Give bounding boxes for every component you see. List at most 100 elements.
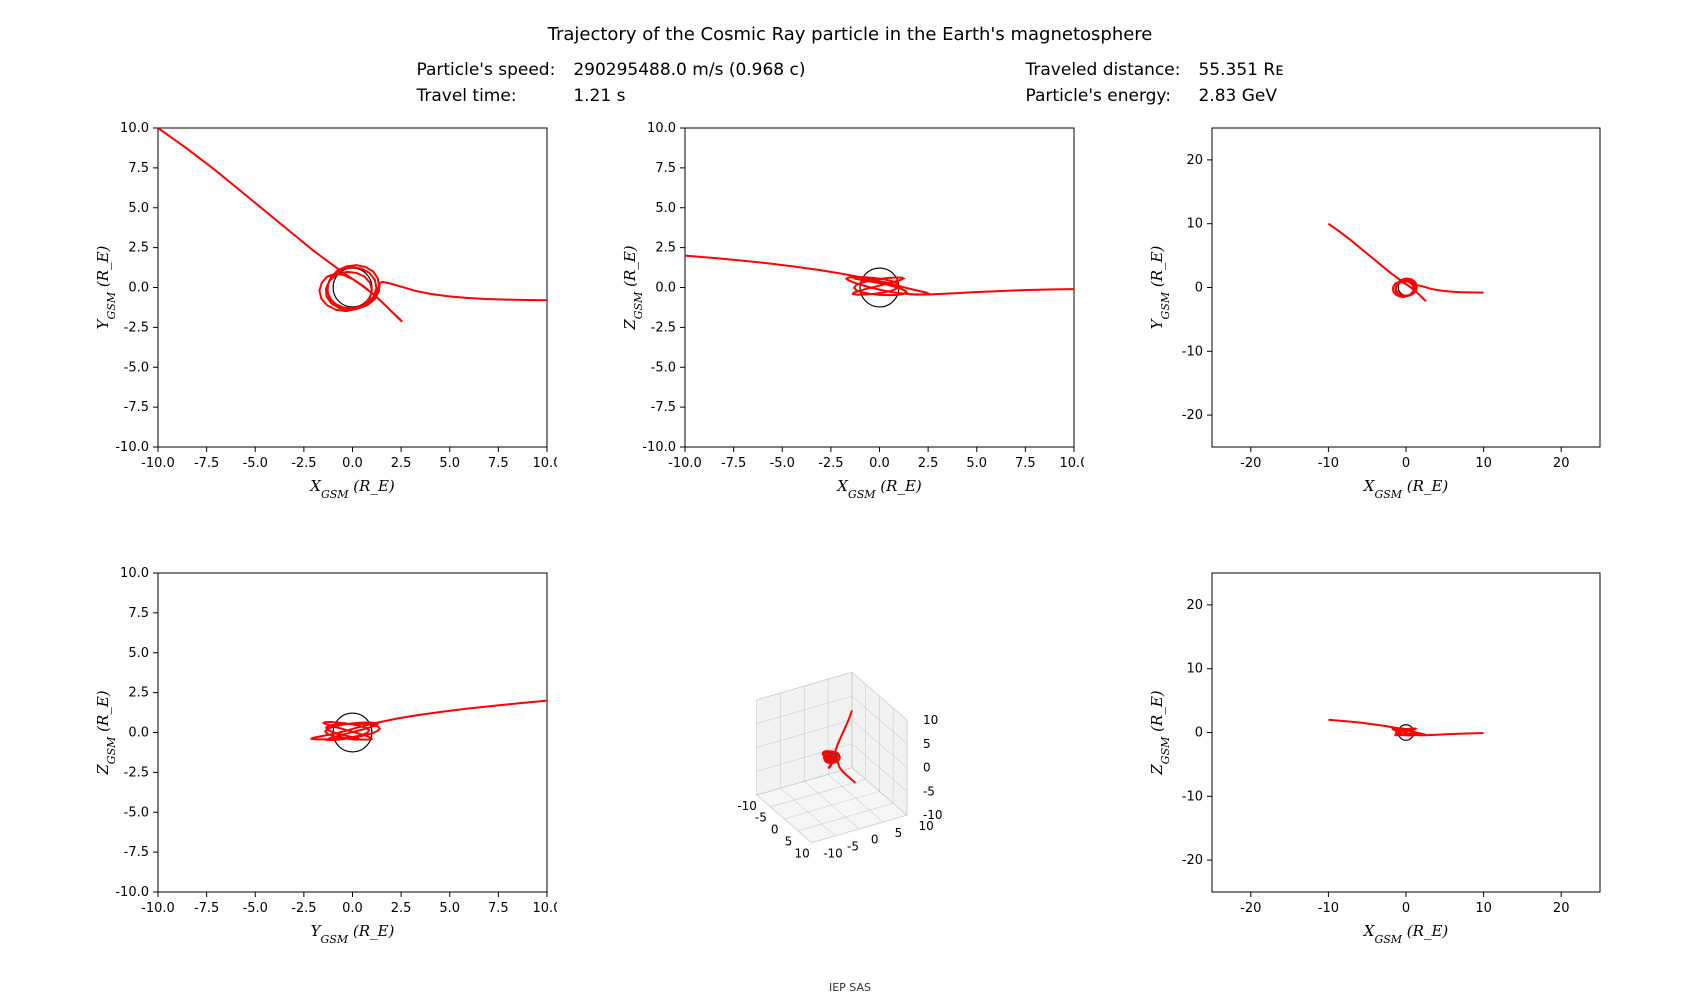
svg-text:10.0: 10.0 xyxy=(533,456,557,471)
svg-text:0.0: 0.0 xyxy=(342,456,363,471)
svg-text:10.0: 10.0 xyxy=(120,121,149,136)
svg-text:-7.5: -7.5 xyxy=(194,901,219,916)
panel-xy-large: -20-1001020-20-1001020XGSM (R_E)YGSM (R_… xyxy=(1144,120,1610,505)
svg-text:10: 10 xyxy=(1475,901,1492,916)
svg-text:-5.0: -5.0 xyxy=(770,456,795,471)
svg-text:-20: -20 xyxy=(1240,901,1261,916)
svg-text:-2.5: -2.5 xyxy=(818,456,843,471)
speed-label: Particle's speed: xyxy=(416,60,555,80)
svg-text:7.5: 7.5 xyxy=(128,161,149,176)
svg-text:-10.0: -10.0 xyxy=(115,440,149,455)
svg-text:7.5: 7.5 xyxy=(128,606,149,621)
svg-text:2.5: 2.5 xyxy=(918,456,939,471)
distance-label: Traveled distance: xyxy=(1026,60,1181,80)
svg-text:0: 0 xyxy=(1195,281,1203,296)
svg-text:-10: -10 xyxy=(923,808,943,822)
svg-text:-7.5: -7.5 xyxy=(124,400,149,415)
svg-text:-2.5: -2.5 xyxy=(124,320,149,335)
svg-text:5.0: 5.0 xyxy=(655,201,676,216)
svg-text:10.0: 10.0 xyxy=(1060,456,1084,471)
svg-text:5.0: 5.0 xyxy=(966,456,987,471)
svg-text:ZGSM (R_E): ZGSM (R_E) xyxy=(94,690,118,775)
svg-text:-5.0: -5.0 xyxy=(243,456,268,471)
svg-text:0.0: 0.0 xyxy=(655,281,676,296)
svg-text:2.5: 2.5 xyxy=(391,456,412,471)
svg-text:20: 20 xyxy=(1186,598,1203,613)
svg-text:-10: -10 xyxy=(1182,344,1203,359)
svg-text:ZGSM (R_E): ZGSM (R_E) xyxy=(1148,690,1172,775)
svg-text:-5: -5 xyxy=(847,840,859,854)
svg-text:XGSM (R_E): XGSM (R_E) xyxy=(1363,922,1449,946)
info-block: Particle's speed: 290295488.0 m/s (0.968… xyxy=(0,60,1700,106)
svg-text:-5: -5 xyxy=(755,811,767,825)
svg-text:20: 20 xyxy=(1553,901,1570,916)
svg-text:2.5: 2.5 xyxy=(655,241,676,256)
svg-text:-10.0: -10.0 xyxy=(668,456,702,471)
svg-text:YGSM (R_E): YGSM (R_E) xyxy=(94,245,118,329)
svg-text:-10: -10 xyxy=(1318,901,1339,916)
svg-text:-7.5: -7.5 xyxy=(721,456,746,471)
svg-text:10: 10 xyxy=(1186,217,1203,232)
svg-text:-2.5: -2.5 xyxy=(651,320,676,335)
svg-text:YGSM (R_E): YGSM (R_E) xyxy=(311,922,395,946)
svg-text:-10: -10 xyxy=(1318,456,1339,471)
panel-xz-small: -10.0-7.5-5.0-2.50.02.55.07.510.0-10.0-7… xyxy=(617,120,1084,505)
svg-text:10: 10 xyxy=(795,846,810,860)
svg-text:-5.0: -5.0 xyxy=(124,805,149,820)
svg-text:10: 10 xyxy=(923,713,938,727)
svg-text:-5.0: -5.0 xyxy=(124,360,149,375)
svg-text:-7.5: -7.5 xyxy=(124,845,149,860)
footer-text: IEP SAS xyxy=(0,981,1700,994)
svg-text:5.0: 5.0 xyxy=(439,901,460,916)
info-left: Particle's speed: 290295488.0 m/s (0.968… xyxy=(416,60,805,106)
svg-text:0: 0 xyxy=(1402,901,1410,916)
svg-text:10: 10 xyxy=(1186,662,1203,677)
svg-text:5.0: 5.0 xyxy=(128,646,149,661)
svg-text:XGSM (R_E): XGSM (R_E) xyxy=(1363,477,1449,501)
svg-text:0: 0 xyxy=(871,833,879,847)
svg-text:-2.5: -2.5 xyxy=(291,456,316,471)
svg-text:5.0: 5.0 xyxy=(128,201,149,216)
svg-text:XGSM (R_E): XGSM (R_E) xyxy=(836,477,922,501)
energy-value: 2.83 GeV xyxy=(1198,86,1283,106)
svg-text:-10: -10 xyxy=(1182,789,1203,804)
time-label: Travel time: xyxy=(416,86,555,106)
svg-text:10.0: 10.0 xyxy=(120,566,149,581)
svg-text:YGSM (R_E): YGSM (R_E) xyxy=(1148,245,1172,329)
svg-text:2.5: 2.5 xyxy=(391,901,412,916)
svg-text:0.0: 0.0 xyxy=(128,281,149,296)
svg-text:-20: -20 xyxy=(1240,456,1261,471)
svg-text:7.5: 7.5 xyxy=(488,456,509,471)
figure-title: Trajectory of the Cosmic Ray particle in… xyxy=(0,24,1700,45)
energy-label: Particle's energy: xyxy=(1026,86,1181,106)
svg-text:-2.5: -2.5 xyxy=(291,901,316,916)
svg-text:5: 5 xyxy=(785,835,793,849)
svg-text:10: 10 xyxy=(1475,456,1492,471)
time-value: 1.21 s xyxy=(573,86,805,106)
svg-text:7.5: 7.5 xyxy=(655,161,676,176)
svg-text:-10: -10 xyxy=(823,846,843,860)
svg-text:-20: -20 xyxy=(1182,408,1203,423)
svg-text:-2.5: -2.5 xyxy=(124,765,149,780)
svg-text:5.0: 5.0 xyxy=(439,456,460,471)
svg-text:0: 0 xyxy=(923,761,931,775)
panel-xy-small: -10.0-7.5-5.0-2.50.02.55.07.510.0-10.0-7… xyxy=(90,120,557,505)
distance-value: 55.351 Rᴇ xyxy=(1198,60,1283,80)
svg-text:10.0: 10.0 xyxy=(533,901,557,916)
svg-text:0: 0 xyxy=(1402,456,1410,471)
svg-text:20: 20 xyxy=(1553,456,1570,471)
svg-text:0: 0 xyxy=(1195,726,1203,741)
svg-text:2.5: 2.5 xyxy=(128,241,149,256)
svg-text:-5.0: -5.0 xyxy=(243,901,268,916)
svg-text:-10.0: -10.0 xyxy=(115,885,149,900)
svg-text:2.5: 2.5 xyxy=(128,686,149,701)
svg-text:XGSM (R_E): XGSM (R_E) xyxy=(309,477,395,501)
svg-text:5: 5 xyxy=(923,737,931,751)
speed-value: 290295488.0 m/s (0.968 c) xyxy=(573,60,805,80)
svg-text:-10.0: -10.0 xyxy=(141,901,175,916)
svg-text:-20: -20 xyxy=(1182,853,1203,868)
svg-text:-10.0: -10.0 xyxy=(642,440,676,455)
svg-text:-5.0: -5.0 xyxy=(651,360,676,375)
svg-text:-5: -5 xyxy=(923,784,935,798)
svg-text:0.0: 0.0 xyxy=(869,456,890,471)
